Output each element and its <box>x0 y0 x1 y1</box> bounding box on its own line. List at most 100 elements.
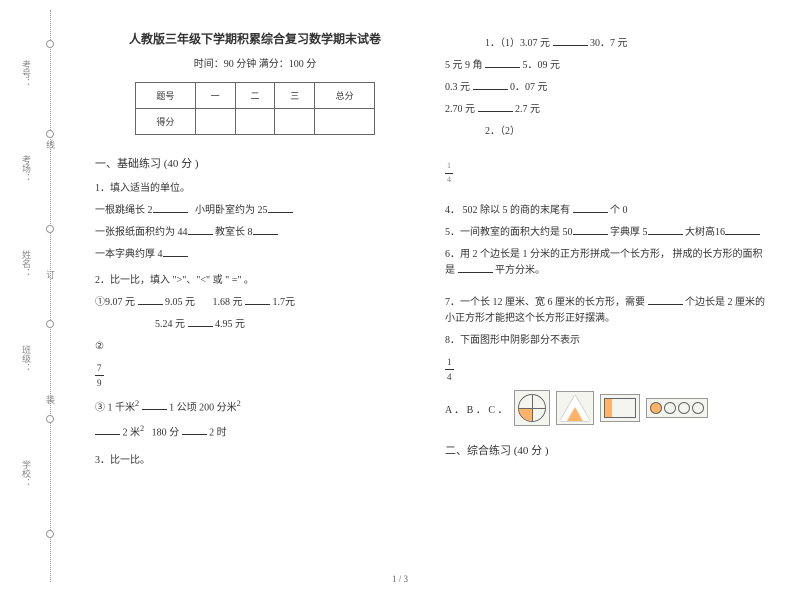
blank <box>153 203 188 213</box>
q6-text: 6．用 2 个边长是 1 分米的正方形拼成一个长方形， 拼成的长方形的面积是 <box>445 249 763 276</box>
blank <box>725 225 760 235</box>
triangle-icon <box>560 395 590 421</box>
binding-line <box>50 10 51 582</box>
blank <box>188 225 213 235</box>
table-header: 题号 <box>136 83 196 109</box>
q2-text: ② <box>95 341 104 352</box>
table-cell <box>275 109 315 135</box>
q2-text: 2 时 <box>209 427 227 438</box>
frac-num: 7 <box>95 361 104 376</box>
fraction-small: 14 <box>445 160 453 187</box>
binding-mid: 线 <box>44 140 57 149</box>
shape-option <box>556 391 594 425</box>
circle-quarter-icon <box>518 394 546 422</box>
q7-text: 7．一个长 12 厘米、宽 6 厘米的长方形，需要 <box>445 297 645 308</box>
table-cell <box>235 109 275 135</box>
exam-title: 人教版三年级下学期积累综合复习数学期末试卷 <box>95 30 415 47</box>
q2-text: 1 公顷 200 分米 <box>169 402 237 413</box>
blank <box>142 400 167 410</box>
answer-shapes: A ． B ． C ． <box>445 390 765 426</box>
q2-text: 4.95 元 <box>215 319 245 330</box>
mini-circle-icon <box>692 402 704 414</box>
q2-line: 5.24 元 4.95 元 <box>95 317 415 333</box>
r-text: 5 元 9 角 <box>445 60 483 71</box>
r-line: 2.70 元 2.7 元 <box>445 102 765 118</box>
blank <box>648 295 683 305</box>
q2-title: 2．比一比，填入 ">"、"<" 或 " =" 。 <box>95 273 415 289</box>
table-header: 二 <box>235 83 275 109</box>
blank <box>485 58 520 68</box>
rectangle-icon <box>604 398 636 418</box>
q6-line: 6．用 2 个边长是 1 分米的正方形拼成一个长方形， 拼成的长方形的面积是 平… <box>445 247 765 279</box>
q3-title: 3．比一比。 <box>95 453 415 469</box>
blank <box>573 225 608 235</box>
q2-text: ①9.07 元 <box>95 297 135 308</box>
mini-circle-icon <box>664 402 676 414</box>
q2-text: 1.68 元 <box>213 297 243 308</box>
q4-line: 4． 502 除以 5 的商的末尾有 个 0 <box>445 203 765 219</box>
table-row-label: 得分 <box>136 109 196 135</box>
table-header: 总分 <box>315 83 375 109</box>
q5-line: 5．一间教室的面积大约是 50 字典厚 5 大树高16 <box>445 225 765 241</box>
binding-label-name: 姓名： <box>20 250 33 277</box>
q1-line: 一本字典约厚 4 <box>95 247 415 263</box>
q2-line: ①9.07 元 9.05 元 1.68 元 1.7元 <box>95 295 415 311</box>
q4-text: 4． 502 除以 5 的商的末尾有 <box>445 205 570 216</box>
frac-den: 9 <box>95 376 104 390</box>
r-text: 5．09 元 <box>523 60 561 71</box>
q6-text: 平方分米。 <box>495 265 545 276</box>
q1-text: 一根跳绳长 2 <box>95 205 153 216</box>
binding-label-room: 考场： <box>20 155 33 182</box>
blank <box>182 425 207 435</box>
score-table: 题号 一 二 三 总分 得分 <box>135 82 375 135</box>
blank <box>268 203 293 213</box>
binding-mid: 装 <box>44 395 57 404</box>
binding-mid: 订 <box>44 270 57 279</box>
q4-text: 个 0 <box>610 205 628 216</box>
fraction: 14 <box>445 355 454 385</box>
frac-line: 14 <box>445 160 765 187</box>
binding-circle <box>46 40 54 48</box>
q2-line: 2 米2 180 分 2 时 <box>95 422 415 441</box>
section-1-title: 一、基础练习 (40 分 ) <box>95 155 415 171</box>
section-2-title: 二、综合练习 (40 分 ) <box>445 442 765 458</box>
q5-text: 5．一间教室的面积大约是 50 <box>445 227 573 238</box>
frac-den: 4 <box>445 370 454 384</box>
r-text: 2.7 元 <box>515 104 540 115</box>
blank <box>473 80 508 90</box>
mini-circle-icon <box>650 402 662 414</box>
r-line: 5 元 9 角 5．09 元 <box>445 58 765 74</box>
r1-text: 1．（1）3.07 元 <box>485 38 550 49</box>
binding-label-class: 班级： <box>20 345 33 372</box>
q5-text: 大树高16 <box>685 227 725 238</box>
r-text: 0．07 元 <box>510 82 548 93</box>
exam-time: 时间：90 分钟 满分：100 分 <box>95 55 415 70</box>
left-column: 人教版三年级下学期积累综合复习数学期末试卷 时间：90 分钟 满分：100 分 … <box>80 30 430 572</box>
binding-circle <box>46 320 54 328</box>
r-line: 0.3 元 0．07 元 <box>445 80 765 96</box>
blank <box>245 295 270 305</box>
page-number: 1 / 3 <box>392 574 408 584</box>
q2-fraction: 79 <box>95 361 415 391</box>
shape-option <box>514 390 550 426</box>
q2-line: ② <box>95 339 415 355</box>
binding-circle <box>46 225 54 233</box>
q1-line: 一根跳绳长 2 小明卧室约为 25 <box>95 203 415 219</box>
superscript: 2 <box>135 399 139 408</box>
shape-option <box>600 394 640 422</box>
q1-text: 一张报纸面积约为 44 <box>95 227 188 238</box>
options-label: A ． B ． C ． <box>445 401 508 416</box>
circles-group-icon <box>650 402 704 414</box>
blank <box>458 263 493 273</box>
q2-text: 2 米 <box>123 427 141 438</box>
q7-line: 7．一个长 12 厘米、宽 6 厘米的长方形，需要 个边长是 2 厘米的小正方形… <box>445 295 765 327</box>
r-text: 2.70 元 <box>445 104 475 115</box>
fraction: 79 <box>95 361 104 391</box>
right-column: 1．（1）3.07 元 30．7 元 5 元 9 角 5．09 元 0.3 元 … <box>430 30 780 572</box>
r5-line: 2．（2） <box>445 124 765 140</box>
superscript: 2 <box>237 399 241 408</box>
blank <box>138 295 163 305</box>
blank <box>648 225 683 235</box>
q1-text: 小明卧室约为 25 <box>195 205 268 216</box>
superscript: 2 <box>140 424 144 433</box>
